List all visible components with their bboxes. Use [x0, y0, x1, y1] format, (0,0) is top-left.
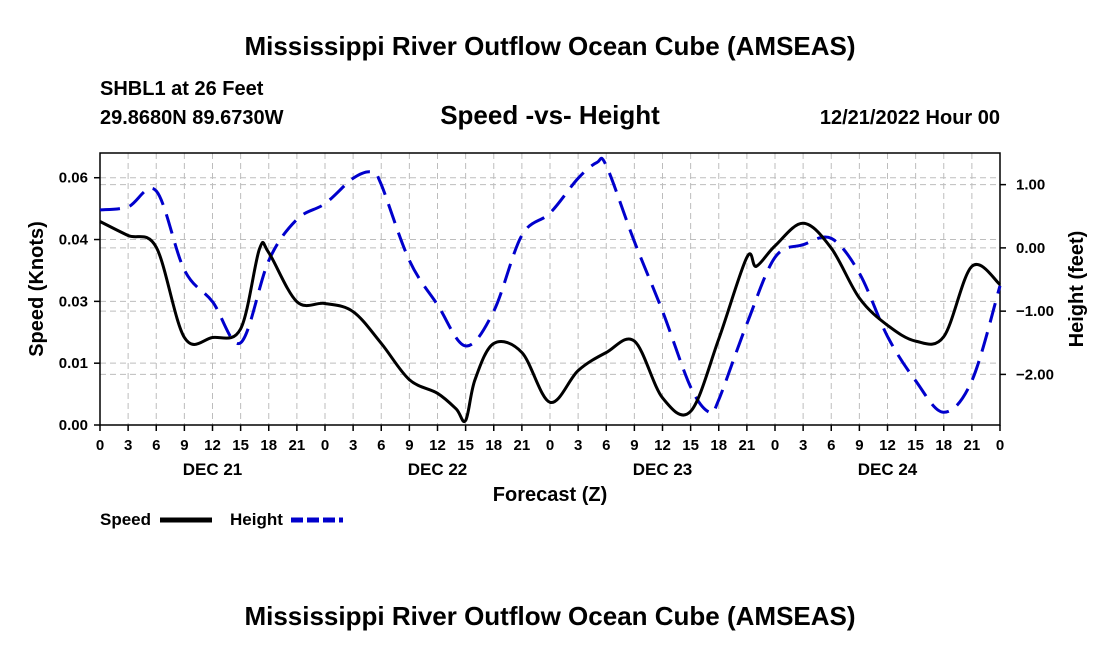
y-tick-label: 0.00: [59, 417, 88, 434]
grid-lines: [100, 153, 1000, 425]
x-tick-label: 0: [771, 437, 779, 454]
x-tick-label: 0: [321, 437, 329, 454]
legend-speed-label: Speed: [100, 510, 151, 529]
x-tick-label: 18: [260, 437, 277, 454]
y-tick-label: 0.03: [59, 293, 88, 310]
y2-tick-label: −1.00: [1016, 303, 1054, 320]
y-tick-label: 0.01: [59, 355, 88, 372]
x-tick-label: 18: [485, 437, 502, 454]
x-tick-label: 9: [405, 437, 413, 454]
y-tick-label: 0.04: [59, 232, 89, 249]
x-tick-label: 12: [879, 437, 896, 454]
x-tick-label: 18: [935, 437, 952, 454]
height-series-line: [99, 156, 1002, 415]
x-tick-label: 21: [739, 437, 756, 454]
day-label: DEC 24: [858, 460, 918, 479]
x-tick-label: 3: [574, 437, 582, 454]
x-tick-label: 15: [457, 437, 474, 454]
x-tick-label: 3: [349, 437, 357, 454]
x-tick-label: 6: [602, 437, 610, 454]
x-tick-label: 0: [96, 437, 104, 454]
day-label: DEC 23: [633, 460, 693, 479]
x-tick-label: 9: [855, 437, 863, 454]
x-tick-label: 15: [907, 437, 924, 454]
x-tick-label: 21: [289, 437, 306, 454]
main-title: Mississippi River Outflow Ocean Cube (AM…: [244, 31, 855, 61]
x-axis-label: Forecast (Z): [493, 484, 607, 506]
y2-tick-label: 0.00: [1016, 240, 1045, 257]
datetime-label: 12/21/2022 Hour 00: [820, 107, 1000, 129]
x-tick-label: 12: [429, 437, 446, 454]
x-tick-label: 9: [630, 437, 638, 454]
x-tick-label: 3: [124, 437, 132, 454]
axis-ticks: 0 3 6 9 12 15 18 21 0 3 6 9 12 15 18 21 0 3 6 9 12 15 18 21 0 3 6 9…: [59, 170, 1054, 479]
day-label: DEC 21: [183, 460, 243, 479]
x-tick-label: 21: [514, 437, 531, 454]
legend: Speed Height: [100, 510, 343, 529]
y2-tick-label: −2.00: [1016, 366, 1054, 383]
speed-series-line: [99, 220, 1002, 424]
x-tick-label: 15: [232, 437, 249, 454]
station-label: SHBL1 at 26 Feet: [100, 78, 264, 100]
footer-title: Mississippi River Outflow Ocean Cube (AM…: [244, 601, 855, 631]
y-tick-label: 0.06: [59, 170, 88, 187]
location-label: 29.8680N 89.6730W: [100, 107, 284, 129]
x-tick-label: 3: [799, 437, 807, 454]
x-tick-label: 6: [377, 437, 385, 454]
y2-tick-label: 1.00: [1016, 177, 1045, 194]
y-axis-label: Speed (Knots): [26, 221, 48, 357]
chart-title: Speed -vs- Height: [440, 100, 660, 130]
x-tick-label: 15: [682, 437, 699, 454]
legend-height-label: Height: [230, 510, 283, 529]
x-tick-label: 0: [546, 437, 554, 454]
x-tick-label: 12: [204, 437, 221, 454]
x-tick-label: 6: [152, 437, 160, 454]
x-tick-label: 12: [654, 437, 671, 454]
x-tick-label: 21: [964, 437, 981, 454]
x-tick-label: 9: [180, 437, 188, 454]
x-tick-label: 0: [996, 437, 1004, 454]
x-tick-label: 6: [827, 437, 835, 454]
day-label: DEC 22: [408, 460, 468, 479]
y2-axis-label: Height (feet): [1066, 231, 1088, 348]
x-tick-label: 18: [710, 437, 727, 454]
